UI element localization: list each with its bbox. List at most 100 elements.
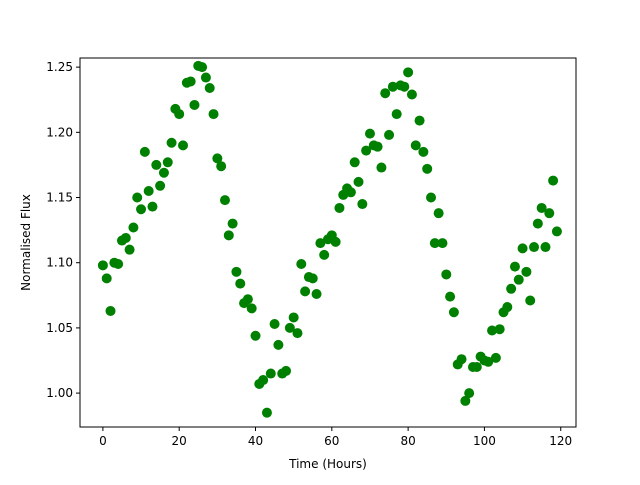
data-point <box>284 322 295 333</box>
data-point <box>429 238 440 249</box>
y-tick-label: 1.10 <box>46 256 73 270</box>
data-point <box>174 109 185 120</box>
data-point <box>548 175 559 186</box>
data-point <box>219 195 230 206</box>
data-point <box>105 305 116 316</box>
x-tick-label: 100 <box>473 434 496 448</box>
data-point <box>540 242 551 253</box>
data-point <box>97 260 108 271</box>
data-point <box>410 140 421 151</box>
data-point <box>250 330 261 341</box>
data-point <box>536 202 547 213</box>
data-point <box>445 291 456 302</box>
data-point <box>242 294 253 305</box>
y-tick-label: 1.25 <box>46 60 73 74</box>
data-point <box>529 242 540 253</box>
data-point <box>204 82 215 93</box>
data-point <box>433 208 444 219</box>
data-point <box>380 88 391 99</box>
data-point <box>517 243 528 254</box>
data-point <box>216 161 227 172</box>
data-point <box>307 273 318 284</box>
data-point <box>319 249 330 260</box>
data-point <box>292 328 303 339</box>
data-point <box>391 109 402 120</box>
data-point <box>147 201 158 212</box>
data-point <box>128 222 139 233</box>
data-point <box>158 167 169 178</box>
data-point <box>437 238 448 249</box>
x-tick-label: 20 <box>172 434 187 448</box>
data-point <box>376 162 387 173</box>
y-axis-ticks: 1.00 1.05 1.10 1.15 1.20 1.25 <box>46 60 80 400</box>
data-point <box>223 230 234 241</box>
data-point <box>456 354 467 365</box>
data-point <box>124 244 135 255</box>
data-point <box>509 261 520 272</box>
data-point <box>544 208 555 219</box>
data-point <box>227 218 238 229</box>
y-tick-label: 1.00 <box>46 386 73 400</box>
data-point <box>231 266 242 277</box>
data-points <box>97 60 562 418</box>
data-point <box>246 303 257 314</box>
data-point <box>464 388 475 399</box>
data-point <box>387 81 398 92</box>
data-point <box>406 89 417 100</box>
data-point <box>208 109 219 120</box>
y-tick-label: 1.05 <box>46 321 73 335</box>
data-point <box>471 362 482 373</box>
x-axis-label: Time (Hours) <box>288 457 367 471</box>
data-point <box>189 99 200 110</box>
data-point <box>296 259 307 270</box>
data-point <box>494 324 505 335</box>
data-point <box>330 236 341 247</box>
data-point <box>151 159 162 170</box>
data-point <box>483 356 494 367</box>
data-point <box>166 137 177 148</box>
data-point <box>311 289 322 299</box>
data-point <box>487 325 498 336</box>
x-tick-label: 40 <box>248 434 263 448</box>
data-point <box>136 204 147 215</box>
y-tick-label: 1.20 <box>46 125 73 139</box>
data-point <box>513 274 524 285</box>
data-point <box>334 202 345 213</box>
data-point <box>532 218 543 229</box>
data-point <box>441 269 452 280</box>
x-tick-label: 0 <box>99 434 107 448</box>
axes-frame <box>79 57 577 428</box>
data-point <box>403 67 414 78</box>
data-point <box>364 128 375 139</box>
data-point <box>372 141 383 152</box>
data-point <box>361 145 372 156</box>
data-point <box>357 199 368 210</box>
data-point <box>490 352 501 363</box>
data-point <box>300 286 311 297</box>
data-point <box>132 192 143 203</box>
data-point <box>525 295 536 306</box>
data-point <box>261 407 272 418</box>
x-tick-label: 120 <box>549 434 572 448</box>
data-point <box>353 176 364 187</box>
x-tick-label: 60 <box>324 434 339 448</box>
data-point <box>185 76 196 87</box>
data-point <box>414 115 425 126</box>
data-point <box>448 307 459 318</box>
data-point <box>162 157 173 168</box>
data-point <box>281 365 292 376</box>
data-point <box>345 187 356 198</box>
data-point <box>551 226 562 237</box>
data-point <box>155 180 166 191</box>
data-point <box>265 368 276 379</box>
data-point <box>273 339 284 350</box>
y-tick-label: 1.15 <box>46 191 73 205</box>
data-point <box>384 129 395 140</box>
data-point <box>120 232 131 243</box>
data-point <box>200 72 211 83</box>
data-point <box>506 283 517 294</box>
data-point <box>399 81 410 92</box>
data-point <box>422 163 433 174</box>
data-point <box>212 153 223 164</box>
